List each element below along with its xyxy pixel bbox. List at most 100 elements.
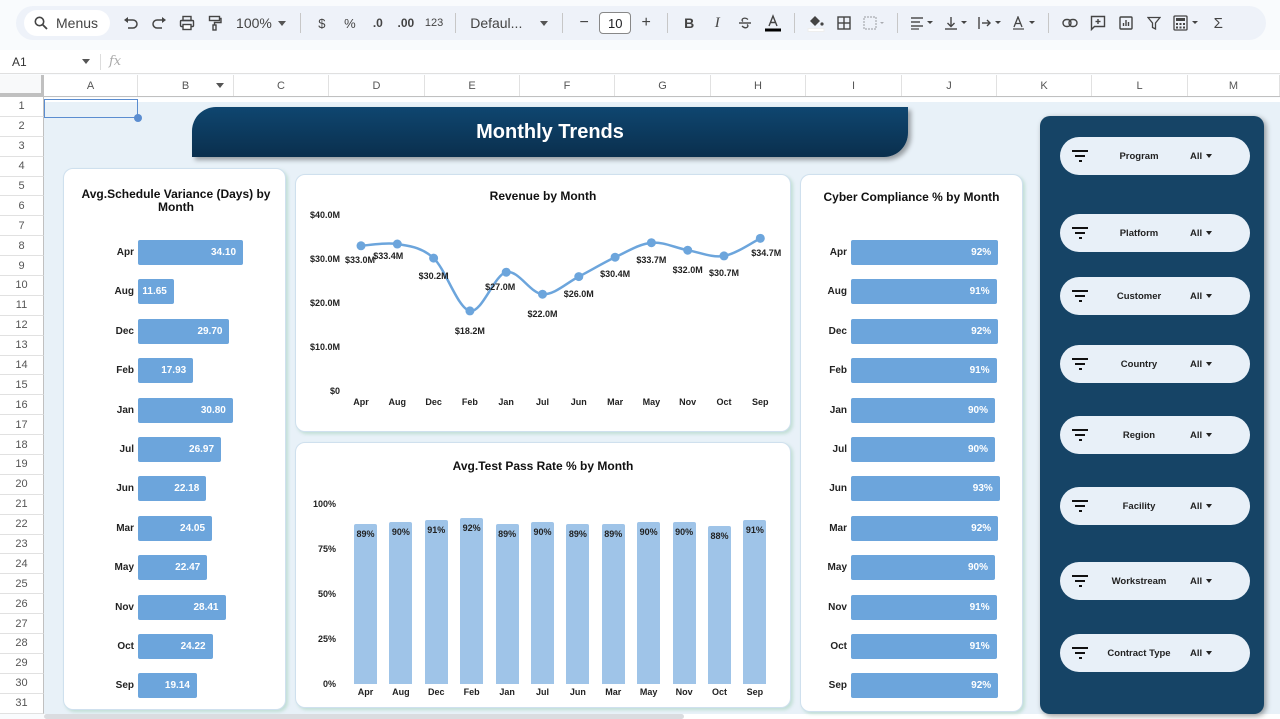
row-header-31[interactable]: 31 bbox=[0, 693, 44, 714]
slicer-value-dropdown[interactable]: All bbox=[1190, 291, 1213, 302]
select-all-corner[interactable] bbox=[0, 75, 44, 96]
filter-dropdown-icon[interactable] bbox=[216, 83, 224, 88]
row-header-1[interactable]: 1 bbox=[0, 97, 44, 117]
column-header-c[interactable]: C bbox=[234, 75, 329, 96]
sum-function-button[interactable]: Σ bbox=[1213, 14, 1223, 32]
bar[interactable]: 93% bbox=[851, 476, 1000, 502]
slicer-value-dropdown[interactable]: All bbox=[1190, 430, 1213, 441]
formula-input[interactable] bbox=[121, 50, 1280, 73]
slicer-country[interactable]: Country All bbox=[1060, 345, 1250, 383]
bar[interactable] bbox=[495, 523, 519, 684]
horizontal-align-button[interactable] bbox=[906, 10, 938, 36]
bar[interactable]: 29.70 bbox=[138, 318, 230, 344]
row-header-27[interactable]: 27 bbox=[0, 614, 44, 635]
bar[interactable] bbox=[672, 522, 696, 684]
horizontal-scrollbar[interactable] bbox=[44, 714, 684, 719]
row-header-18[interactable]: 18 bbox=[0, 435, 44, 456]
insert-link-button[interactable] bbox=[1057, 10, 1083, 36]
bar[interactable]: 91% bbox=[851, 594, 997, 620]
bar[interactable]: 11.65 bbox=[138, 279, 174, 305]
vertical-align-button[interactable] bbox=[940, 10, 972, 36]
row-header-20[interactable]: 20 bbox=[0, 474, 44, 495]
bar[interactable]: 22.47 bbox=[138, 555, 208, 581]
row-header-22[interactable]: 22 bbox=[0, 514, 44, 535]
bar[interactable]: 92% bbox=[851, 318, 999, 344]
slicer-value-dropdown[interactable]: All bbox=[1190, 576, 1213, 587]
bar[interactable]: 91% bbox=[851, 634, 997, 659]
text-color-button[interactable] bbox=[760, 10, 786, 36]
column-header-b[interactable]: B bbox=[138, 75, 234, 96]
bar[interactable] bbox=[460, 518, 484, 684]
column-header-l[interactable]: L bbox=[1092, 75, 1188, 96]
sheet-grid[interactable]: Monthly Trends Avg.Schedule Variance (Da… bbox=[44, 98, 1280, 719]
column-header-i[interactable]: I bbox=[806, 75, 902, 96]
row-header-12[interactable]: 12 bbox=[0, 315, 44, 336]
column-header-m[interactable]: M bbox=[1188, 75, 1280, 96]
row-header-19[interactable]: 19 bbox=[0, 455, 44, 475]
bar[interactable]: 90% bbox=[851, 437, 995, 462]
font-family-dropdown[interactable]: Defaul... bbox=[464, 10, 554, 36]
format-currency-button[interactable]: $ bbox=[318, 15, 326, 31]
row-header-5[interactable]: 5 bbox=[0, 176, 44, 197]
create-filter-button[interactable] bbox=[1141, 10, 1167, 36]
bar[interactable]: 24.22 bbox=[138, 634, 213, 659]
row-header-23[interactable]: 23 bbox=[0, 534, 44, 555]
undo-button[interactable] bbox=[118, 10, 144, 36]
row-header-30[interactable]: 30 bbox=[0, 673, 44, 694]
row-header-3[interactable]: 3 bbox=[0, 136, 44, 157]
slicer-region[interactable]: Region All bbox=[1060, 416, 1250, 454]
bar[interactable]: 26.97 bbox=[138, 437, 222, 462]
slicer-platform[interactable]: Platform All bbox=[1060, 214, 1250, 252]
zoom-dropdown[interactable]: 100% bbox=[230, 10, 292, 36]
row-header-2[interactable]: 2 bbox=[0, 116, 44, 137]
bar[interactable]: 19.14 bbox=[138, 673, 197, 699]
slicer-contract-type[interactable]: Contract Type All bbox=[1060, 634, 1250, 672]
menus-search-button[interactable]: Menus bbox=[24, 10, 111, 36]
bar[interactable] bbox=[389, 522, 413, 684]
column-header-h[interactable]: H bbox=[711, 75, 806, 96]
bar[interactable]: 28.41 bbox=[138, 594, 226, 620]
row-header-6[interactable]: 6 bbox=[0, 196, 44, 217]
row-header-21[interactable]: 21 bbox=[0, 494, 44, 515]
text-rotation-button[interactable] bbox=[1008, 10, 1040, 36]
italic-button[interactable]: I bbox=[714, 14, 720, 31]
bar[interactable]: 92% bbox=[851, 515, 999, 541]
bar[interactable]: 90% bbox=[851, 397, 995, 423]
row-header-10[interactable]: 10 bbox=[0, 276, 44, 296]
bar[interactable] bbox=[354, 523, 377, 684]
slicer-value-dropdown[interactable]: All bbox=[1190, 501, 1213, 512]
column-header-g[interactable]: G bbox=[615, 75, 711, 96]
insert-chart-button[interactable] bbox=[1113, 10, 1139, 36]
bar[interactable]: 91% bbox=[851, 358, 997, 384]
schedule-variance-chart[interactable]: Avg.Schedule Variance (Days) by Month Ap… bbox=[63, 168, 286, 710]
row-header-11[interactable]: 11 bbox=[0, 295, 44, 316]
decrease-decimal-button[interactable]: .0 bbox=[372, 16, 383, 30]
slicer-value-dropdown[interactable]: All bbox=[1190, 648, 1213, 659]
number-format-button[interactable]: 123 bbox=[424, 17, 444, 29]
selected-cell-a1[interactable] bbox=[44, 99, 138, 118]
row-header-28[interactable]: 28 bbox=[0, 634, 44, 654]
row-header-8[interactable]: 8 bbox=[0, 236, 44, 257]
column-header-e[interactable]: E bbox=[425, 75, 520, 96]
increase-decimal-button[interactable]: .00 bbox=[397, 16, 415, 30]
format-percent-button[interactable]: % bbox=[344, 15, 356, 31]
slicer-value-dropdown[interactable]: All bbox=[1190, 151, 1213, 162]
cyber-compliance-chart[interactable]: Cyber Compliance % by Month Apr 92% Aug 91%… bbox=[800, 174, 1023, 712]
bar[interactable] bbox=[424, 520, 448, 684]
fill-color-button[interactable] bbox=[803, 10, 829, 36]
fill-handle[interactable] bbox=[134, 114, 142, 122]
column-header-j[interactable]: J bbox=[902, 75, 997, 96]
row-header-13[interactable]: 13 bbox=[0, 335, 44, 356]
column-header-d[interactable]: D bbox=[329, 75, 425, 96]
redo-button[interactable] bbox=[146, 10, 172, 36]
slicer-program[interactable]: Program All bbox=[1060, 137, 1250, 175]
row-header-29[interactable]: 29 bbox=[0, 653, 44, 674]
name-box[interactable]: A1 bbox=[0, 50, 100, 73]
bar[interactable]: 24.05 bbox=[138, 515, 213, 541]
bar[interactable]: 90% bbox=[851, 555, 995, 581]
strikethrough-button[interactable] bbox=[732, 10, 758, 36]
insert-comment-button[interactable] bbox=[1085, 10, 1111, 36]
slicer-customer[interactable]: Customer All bbox=[1060, 277, 1250, 315]
revenue-chart[interactable]: Revenue by Month $40.0M $30.0M $20.0M $10.0… bbox=[295, 174, 791, 432]
bar[interactable] bbox=[566, 523, 590, 684]
